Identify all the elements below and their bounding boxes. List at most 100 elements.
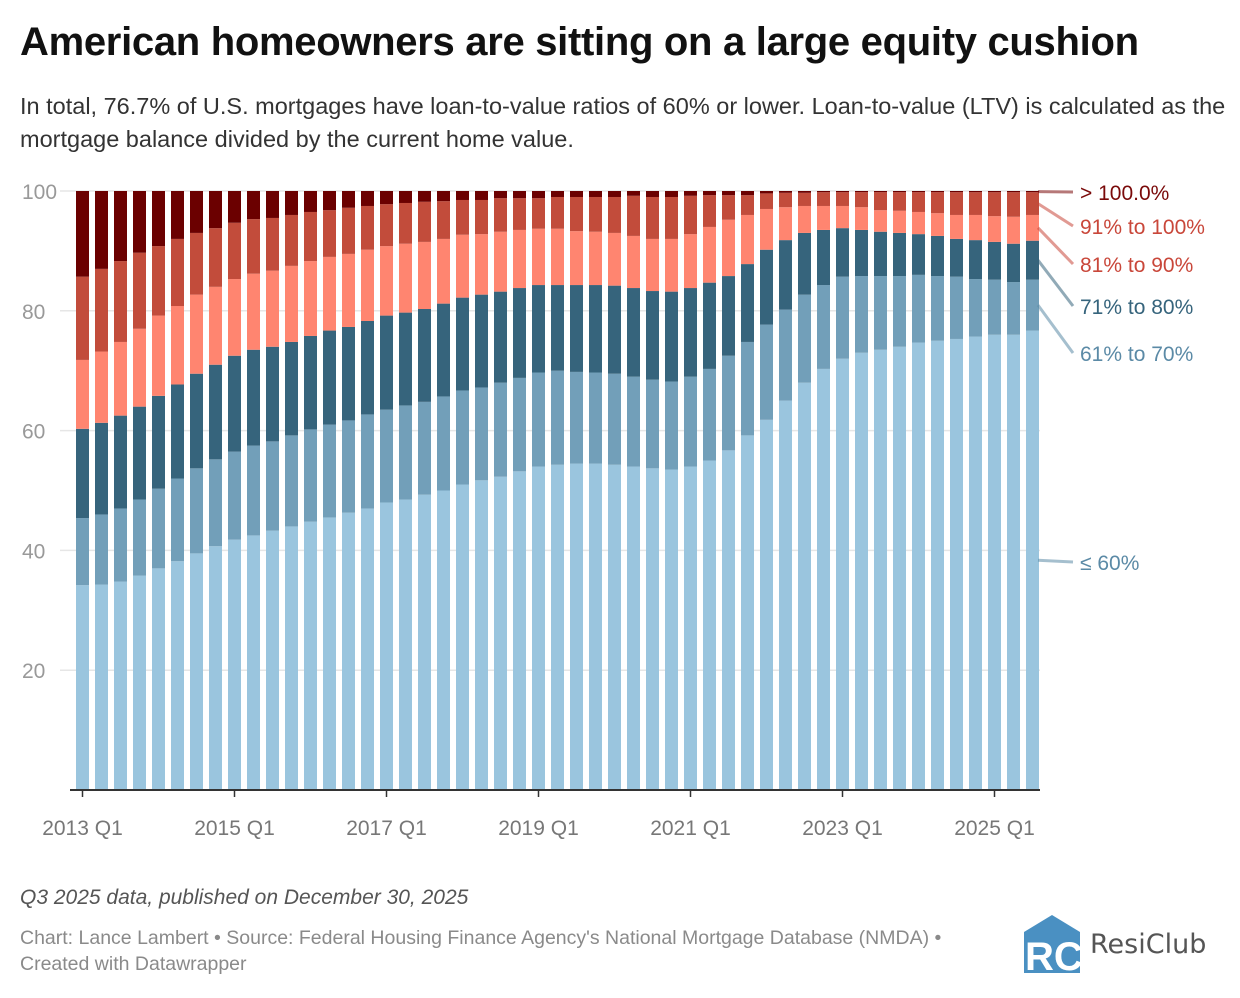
- bar-segment: [152, 191, 165, 247]
- bar-segment: [247, 535, 260, 790]
- y-tick-label: 40: [22, 540, 45, 563]
- bar-segment: [551, 191, 564, 197]
- bar-segment: [323, 517, 336, 790]
- bar-segment: [551, 464, 564, 790]
- bar-segment: [171, 384, 184, 479]
- bar-segment: [703, 226, 716, 283]
- bar-segment: [1007, 191, 1020, 193]
- bar-segment: [475, 294, 488, 388]
- series-labels: ≤ 60% 61% to 70% 71% to 80% 81% to 90% 91% t…: [1036, 182, 1205, 575]
- bar-segment: [988, 334, 1001, 790]
- bar-segment: [475, 191, 488, 200]
- bar-segment: [969, 336, 982, 790]
- bar-segment: [646, 379, 659, 469]
- bar-segment: [152, 246, 165, 316]
- bar-segment: [304, 191, 317, 212]
- bar-stack: [589, 191, 602, 790]
- bar-segment: [437, 396, 450, 491]
- bar-segment: [171, 238, 184, 307]
- bar-segment: [209, 459, 222, 547]
- bar-segment: [646, 238, 659, 292]
- bar-segment: [1026, 240, 1039, 280]
- bar-stack: [1026, 191, 1039, 790]
- bar-segment: [228, 191, 241, 223]
- bar-segment: [228, 451, 241, 540]
- bar-segment: [456, 297, 469, 391]
- bar-stack: [171, 191, 184, 790]
- bar-segment: [513, 229, 526, 289]
- bar-segment: [323, 191, 336, 211]
- bar-segment: [532, 191, 545, 199]
- bar-segment: [513, 471, 526, 790]
- bar-stack: [779, 191, 792, 790]
- bar-segment: [646, 196, 659, 239]
- bar-segment: [570, 231, 583, 286]
- bar-segment: [741, 341, 754, 436]
- bar-segment: [760, 193, 773, 209]
- bar-segment: [589, 285, 602, 373]
- label-connector: [1036, 259, 1075, 307]
- bar-segment: [247, 445, 260, 536]
- bar-segment: [95, 351, 108, 423]
- bar-segment: [779, 309, 792, 401]
- bar-segment: [1026, 192, 1039, 215]
- bar-segment: [570, 191, 583, 197]
- bar-segment: [665, 238, 678, 292]
- bar-segment: [380, 204, 393, 247]
- bar-stack: [570, 191, 583, 790]
- bar-segment: [855, 192, 868, 208]
- bar-segment: [646, 291, 659, 380]
- bar-segment: [722, 219, 735, 277]
- bar-stack: [912, 191, 925, 790]
- bar-segment: [513, 288, 526, 378]
- y-tick-label: 60: [22, 421, 45, 444]
- bar-segment: [950, 214, 963, 239]
- bar-segment: [893, 210, 906, 233]
- bar-segment: [494, 382, 507, 477]
- bar-segment: [646, 468, 659, 790]
- bar-segment: [418, 401, 431, 495]
- bar-segment: [95, 191, 108, 269]
- series-label: 71% to 80%: [1080, 296, 1193, 319]
- bar-segment: [703, 195, 716, 227]
- bar-segment: [741, 214, 754, 265]
- bar-stack: [190, 191, 203, 790]
- label-connector: [1036, 304, 1075, 354]
- bar-segment: [779, 400, 792, 790]
- bar-segment: [684, 288, 697, 377]
- bar-segment: [627, 376, 640, 467]
- bar-stack: [285, 191, 298, 790]
- bar-segment: [190, 553, 203, 790]
- bar-segment: [665, 291, 678, 382]
- bar-segment: [893, 191, 906, 193]
- bar-segment: [608, 191, 621, 197]
- bar-segment: [665, 196, 678, 239]
- svg-text:RC: RC: [1025, 935, 1080, 973]
- bar-segment: [912, 274, 925, 343]
- bar-segment: [513, 191, 526, 199]
- bar-stack: [532, 191, 545, 790]
- bar-segment: [608, 464, 621, 790]
- bar-segment: [209, 191, 222, 229]
- bar-segment: [285, 435, 298, 527]
- bar-segment: [228, 279, 241, 356]
- bar-stack: [209, 191, 222, 790]
- bar-segment: [893, 232, 906, 277]
- bar-segment: [798, 232, 811, 295]
- bar-segment: [608, 285, 621, 374]
- bar-segment: [703, 282, 716, 369]
- bar-segment: [589, 191, 602, 197]
- bar-segment: [399, 405, 412, 500]
- bar-stack: [152, 191, 165, 790]
- bar-segment: [380, 502, 393, 790]
- bar-segment: [285, 526, 298, 790]
- bar-stack: [855, 191, 868, 790]
- bar-segment: [855, 352, 868, 790]
- x-tick-label: 2025 Q1: [954, 817, 1035, 840]
- bar-segment: [361, 191, 374, 206]
- bar-segment: [266, 270, 279, 347]
- bar-segment: [95, 514, 108, 585]
- bar-segment: [380, 246, 393, 316]
- bar-segment: [399, 243, 412, 313]
- bar-segment: [228, 222, 241, 280]
